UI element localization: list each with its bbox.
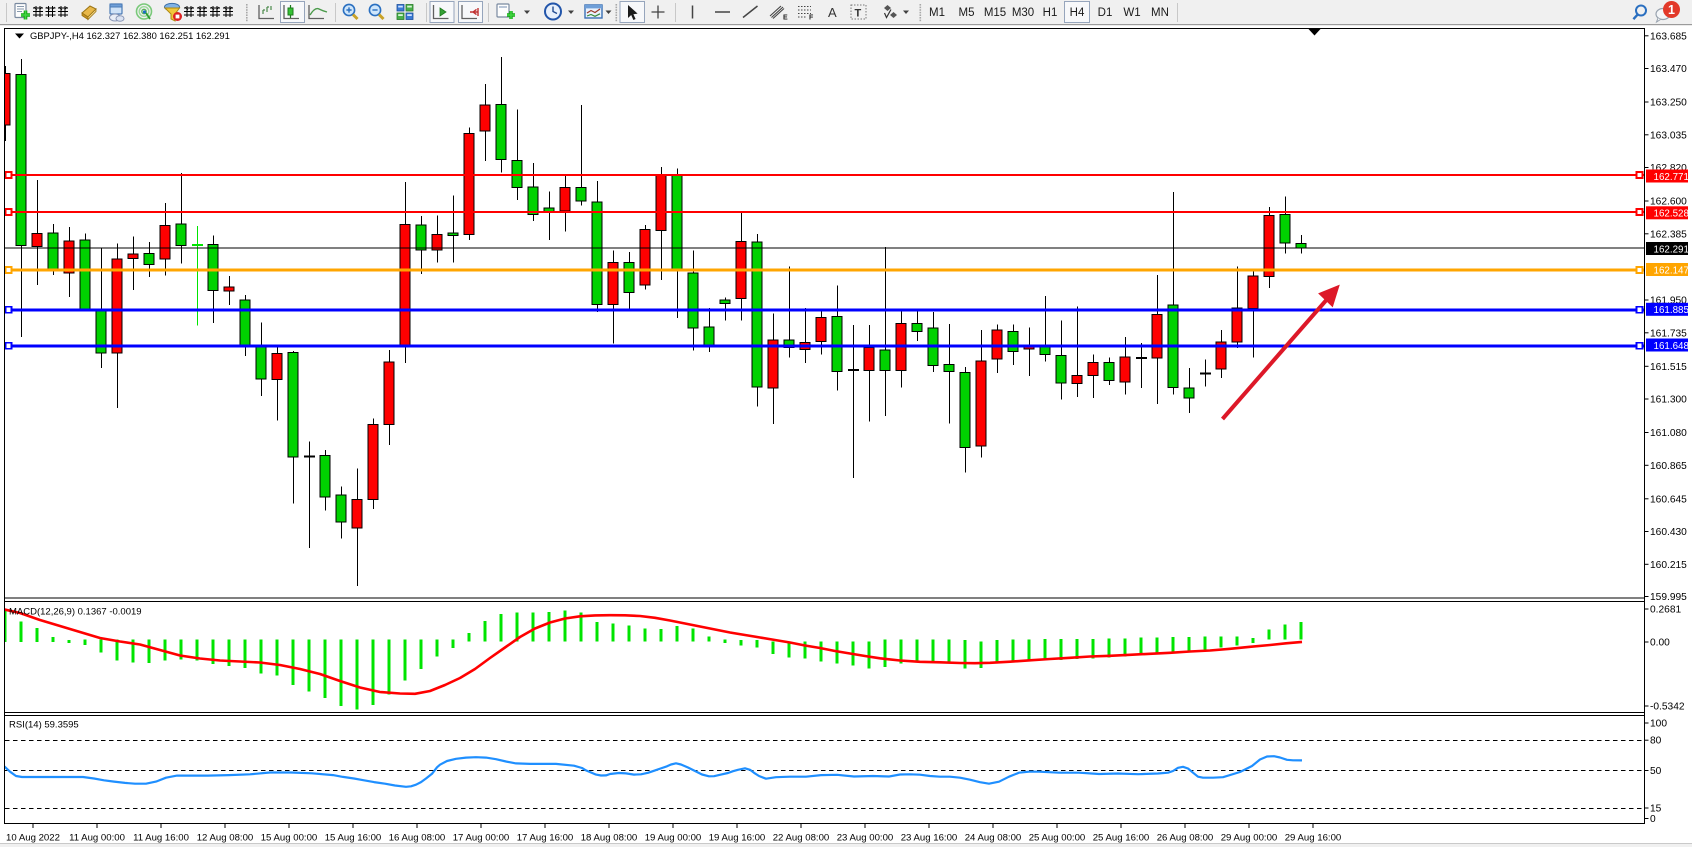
svg-text:29 Aug 00:00: 29 Aug 00:00 bbox=[1221, 833, 1278, 844]
svg-text:160.645: 160.645 bbox=[1650, 494, 1687, 505]
svg-text:RSI(14) 59.3595: RSI(14) 59.3595 bbox=[9, 720, 79, 731]
svg-text:-0.5342: -0.5342 bbox=[1650, 702, 1685, 713]
svg-text:M1: M1 bbox=[929, 7, 945, 19]
svg-text:29 Aug 16:00: 29 Aug 16:00 bbox=[1285, 833, 1342, 844]
svg-text:162.771: 162.771 bbox=[1654, 172, 1689, 183]
svg-text:MACD(12,26,9) 0.1367 -0.0019: MACD(12,26,9) 0.1367 -0.0019 bbox=[9, 607, 142, 618]
svg-text:162.385: 162.385 bbox=[1650, 229, 1687, 240]
svg-text:11 Aug 16:00: 11 Aug 16:00 bbox=[133, 833, 189, 844]
svg-text:161.735: 161.735 bbox=[1650, 328, 1687, 339]
svg-text:M30: M30 bbox=[1012, 7, 1034, 19]
svg-text:1: 1 bbox=[1668, 3, 1675, 17]
svg-text:17 Aug 00:00: 17 Aug 00:00 bbox=[453, 833, 510, 844]
svg-text:D1: D1 bbox=[1098, 7, 1113, 19]
svg-text:162.600: 162.600 bbox=[1650, 197, 1687, 208]
svg-text:11 Aug 00:00: 11 Aug 00:00 bbox=[69, 833, 125, 844]
svg-text:19 Aug 00:00: 19 Aug 00:00 bbox=[645, 833, 702, 844]
svg-text:10 Aug 2022: 10 Aug 2022 bbox=[6, 833, 60, 844]
svg-text:163.685: 163.685 bbox=[1650, 31, 1687, 42]
svg-text:163.035: 163.035 bbox=[1650, 130, 1687, 141]
svg-text:25 Aug 00:00: 25 Aug 00:00 bbox=[1029, 833, 1086, 844]
svg-text:0.00: 0.00 bbox=[1650, 638, 1670, 649]
svg-text:26 Aug 08:00: 26 Aug 08:00 bbox=[1157, 833, 1214, 844]
svg-text:50: 50 bbox=[1650, 766, 1662, 777]
svg-text:24 Aug 08:00: 24 Aug 08:00 bbox=[965, 833, 1022, 844]
svg-text:M5: M5 bbox=[959, 7, 975, 19]
svg-text:163.250: 163.250 bbox=[1650, 98, 1687, 109]
svg-text:W1: W1 bbox=[1123, 7, 1140, 19]
svg-text:15: 15 bbox=[1650, 804, 1662, 815]
svg-text:25 Aug 16:00: 25 Aug 16:00 bbox=[1093, 833, 1150, 844]
svg-text:0: 0 bbox=[1650, 814, 1656, 825]
svg-text:0.2681: 0.2681 bbox=[1650, 605, 1681, 616]
svg-text:F: F bbox=[809, 15, 814, 22]
svg-text:161.950: 161.950 bbox=[1650, 296, 1687, 307]
svg-text:160.865: 160.865 bbox=[1650, 461, 1687, 472]
svg-text:GBPJPY-,H4 162.327 162.380 16: GBPJPY-,H4 162.327 162.380 162.251 162.2… bbox=[30, 30, 230, 41]
svg-text:162.147: 162.147 bbox=[1654, 265, 1689, 276]
svg-text:161.648: 161.648 bbox=[1654, 341, 1690, 352]
svg-text:161.080: 161.080 bbox=[1650, 428, 1687, 439]
svg-text:15 Aug 00:00: 15 Aug 00:00 bbox=[261, 833, 318, 844]
svg-text:161.515: 161.515 bbox=[1650, 362, 1687, 373]
svg-text:MN: MN bbox=[1151, 7, 1169, 19]
svg-text:160.430: 160.430 bbox=[1650, 527, 1687, 538]
svg-text:160.215: 160.215 bbox=[1650, 560, 1687, 571]
svg-text:18 Aug 08:00: 18 Aug 08:00 bbox=[581, 833, 638, 844]
svg-text:100: 100 bbox=[1650, 719, 1667, 730]
svg-text:H4: H4 bbox=[1070, 7, 1085, 19]
svg-text:15 Aug 16:00: 15 Aug 16:00 bbox=[325, 833, 382, 844]
svg-text:22 Aug 08:00: 22 Aug 08:00 bbox=[773, 833, 830, 844]
svg-text:H1: H1 bbox=[1043, 7, 1058, 19]
svg-text:23 Aug 16:00: 23 Aug 16:00 bbox=[901, 833, 958, 844]
svg-text:163.470: 163.470 bbox=[1650, 64, 1687, 75]
svg-text:162.528: 162.528 bbox=[1654, 209, 1690, 220]
svg-text:23 Aug 00:00: 23 Aug 00:00 bbox=[837, 833, 894, 844]
svg-text:T: T bbox=[855, 8, 862, 20]
svg-text:17 Aug 16:00: 17 Aug 16:00 bbox=[517, 833, 574, 844]
svg-text:162.291: 162.291 bbox=[1654, 244, 1689, 255]
svg-text:E: E bbox=[783, 15, 788, 22]
svg-text:80: 80 bbox=[1650, 736, 1662, 747]
svg-text:161.885: 161.885 bbox=[1654, 305, 1690, 316]
svg-text:12 Aug 08:00: 12 Aug 08:00 bbox=[197, 833, 254, 844]
svg-text:M15: M15 bbox=[984, 7, 1006, 19]
svg-text:19 Aug 16:00: 19 Aug 16:00 bbox=[709, 833, 766, 844]
svg-text:162.820: 162.820 bbox=[1650, 163, 1687, 174]
svg-text:16 Aug 08:00: 16 Aug 08:00 bbox=[389, 833, 446, 844]
svg-text:161.300: 161.300 bbox=[1650, 395, 1687, 406]
svg-text:A: A bbox=[828, 5, 837, 20]
svg-text:159.995: 159.995 bbox=[1650, 592, 1687, 603]
